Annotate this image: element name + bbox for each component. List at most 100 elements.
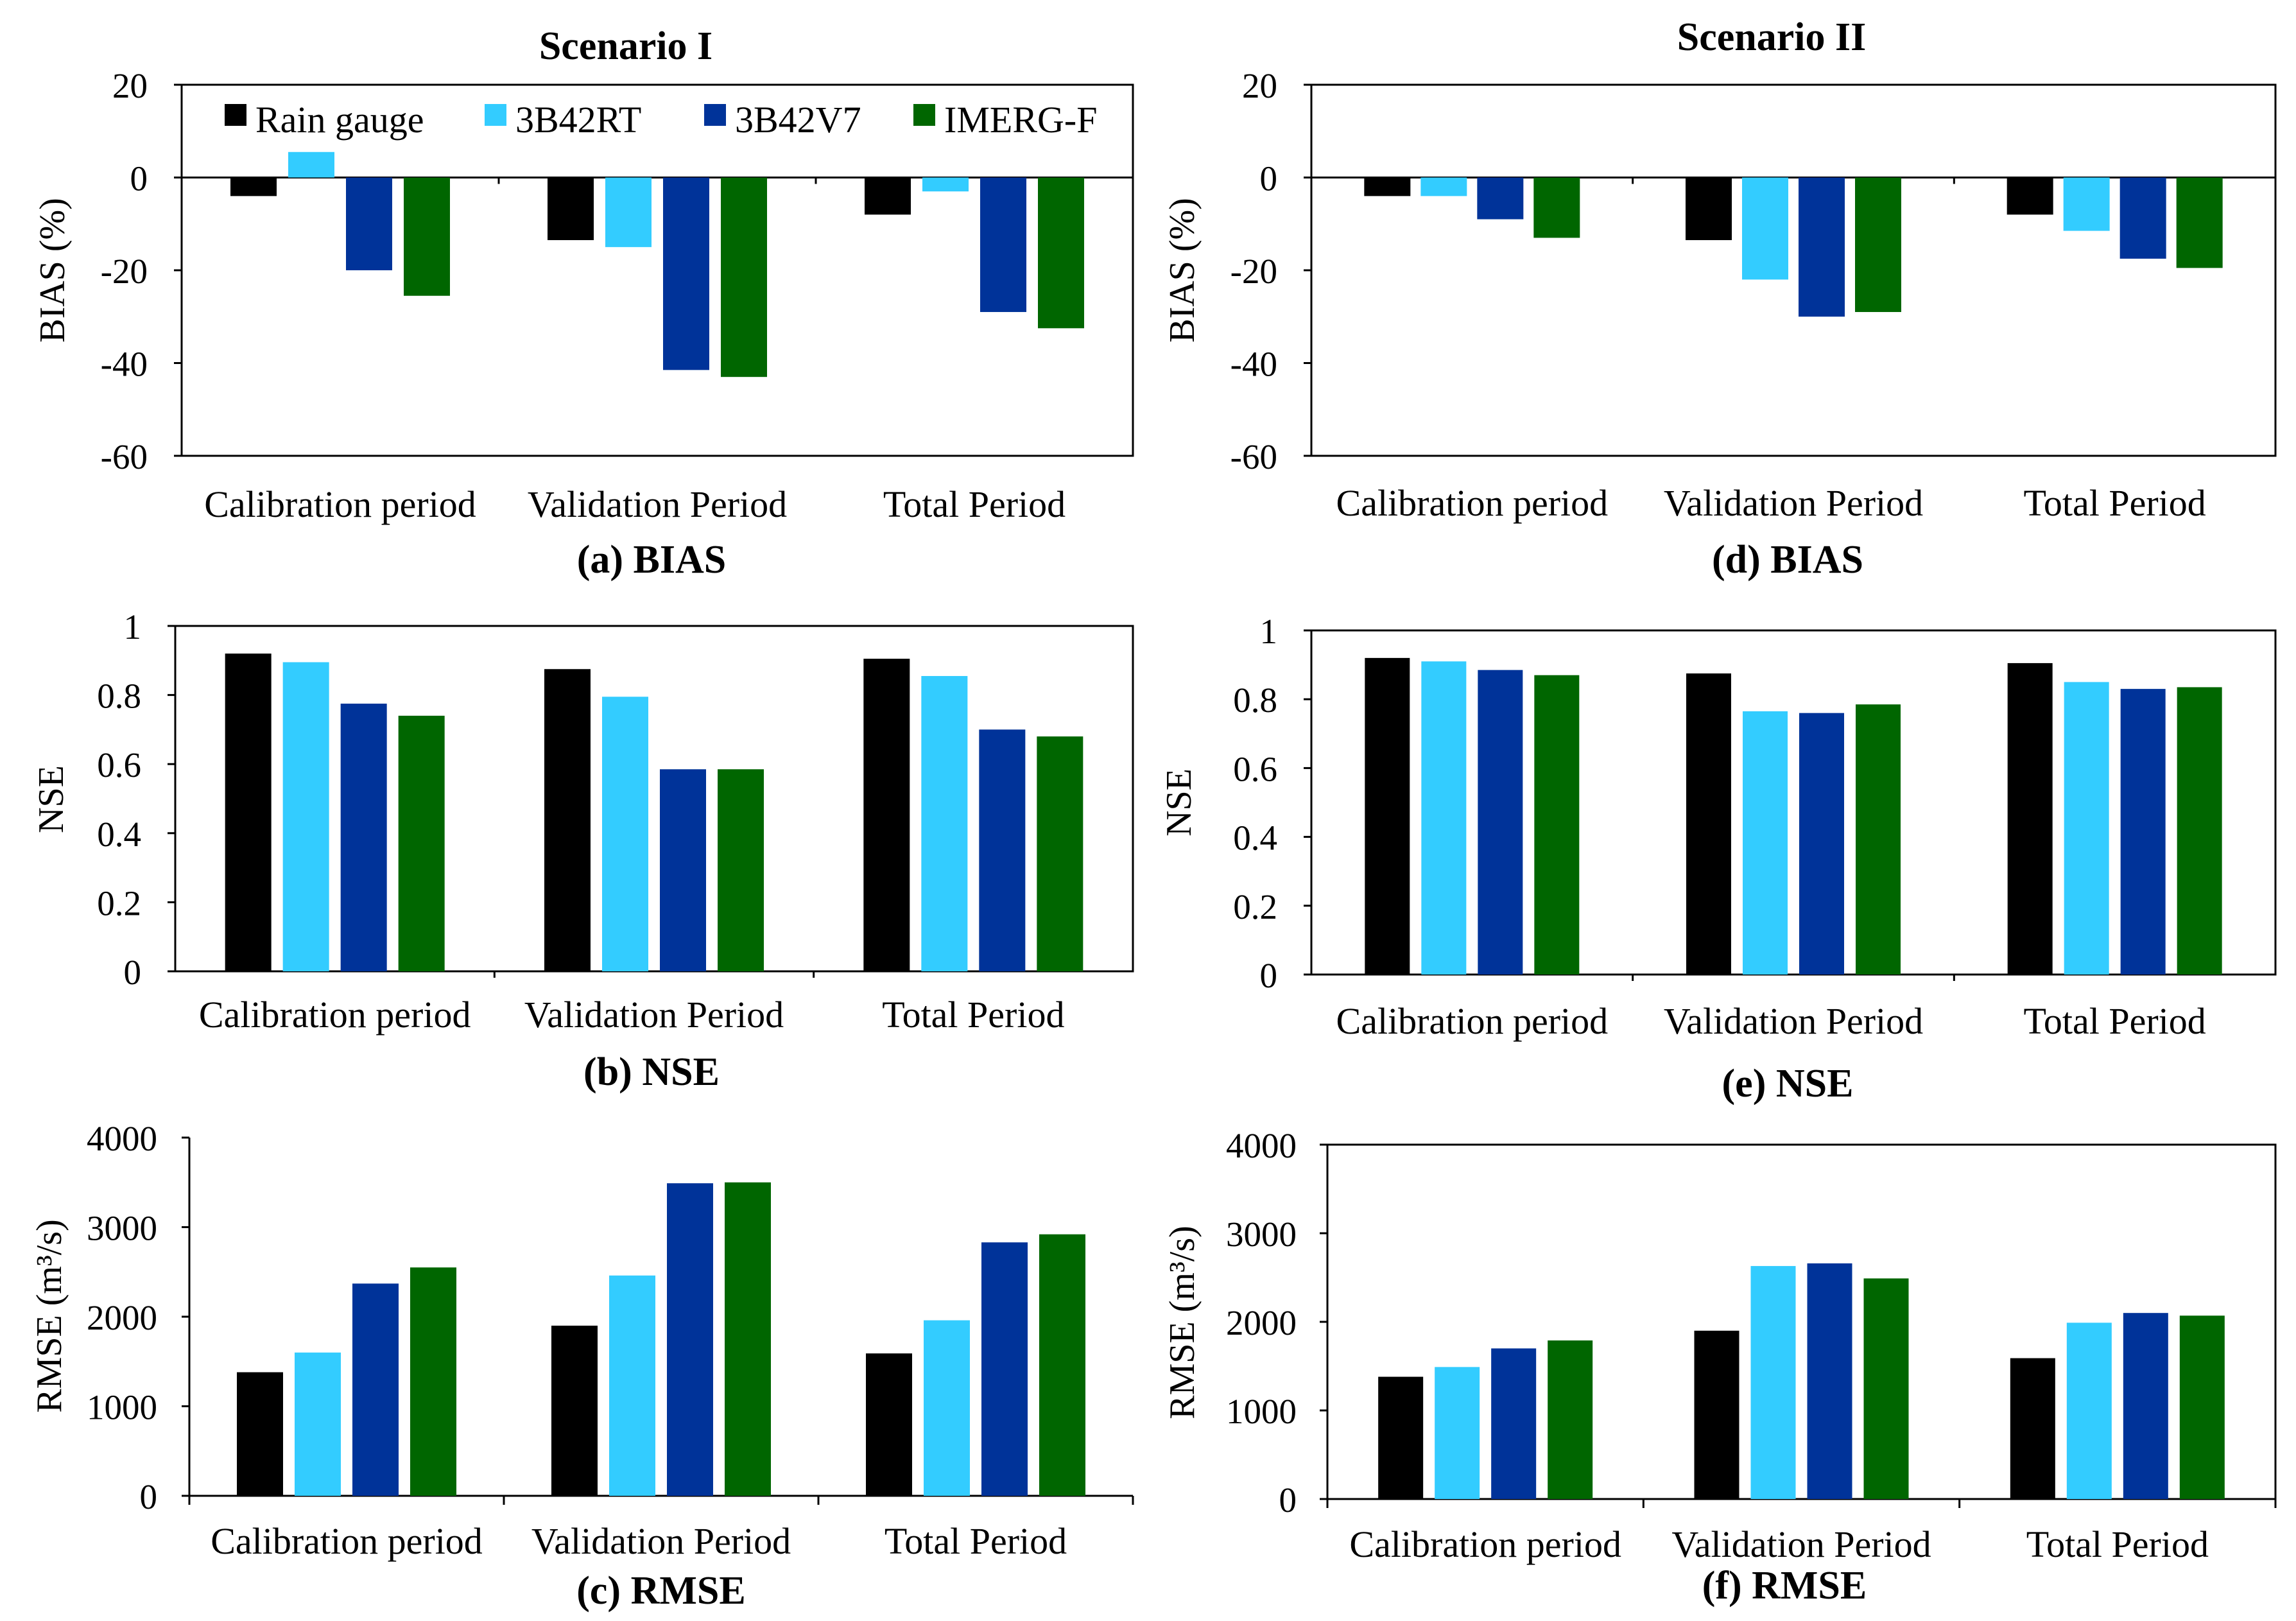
category-label: Validation Period xyxy=(1671,1523,1931,1565)
bar-imerg-f xyxy=(725,1182,771,1496)
legend-label: Rain gauge xyxy=(255,99,424,141)
y-tick-label: 0 xyxy=(124,953,142,992)
bar-imerg-f xyxy=(2176,177,2223,268)
bar-3b42v7 xyxy=(981,1242,1028,1496)
bar-rain-gauge xyxy=(225,654,272,971)
category-label: Total Period xyxy=(2024,1000,2206,1042)
legend: Rain gauge 3B42RT 3B42V7 IMERG-F xyxy=(225,99,1097,141)
bar-3b42v7 xyxy=(1491,1348,1537,1499)
bar-imerg-f xyxy=(1856,704,1901,975)
bar-3b42v7 xyxy=(667,1183,713,1496)
bar-3b42v7 xyxy=(2119,177,2166,259)
chart-c: 4000 3000 2000 1000 0 Calibration period Valid… xyxy=(30,1119,1134,1613)
category-label: Validation Period xyxy=(531,1520,791,1562)
category-label: Calibration period xyxy=(199,994,471,1036)
bar-imerg-f xyxy=(1855,177,1901,313)
y-tick-label: 0.8 xyxy=(1233,680,1277,720)
bar-3b42v7 xyxy=(1477,177,1524,220)
bar-3b42rt xyxy=(2064,682,2109,975)
bar-3b42v7 xyxy=(340,704,387,971)
bar-3b42rt xyxy=(282,662,329,971)
panel-caption: (c) RMSE xyxy=(576,1569,745,1613)
legend-label: 3B42V7 xyxy=(735,99,861,141)
bar-3b42rt xyxy=(288,152,334,178)
category-label: Calibration period xyxy=(204,483,476,525)
chart-b: 1 0.8 0.6 0.4 0.2 0 Calibration period Validati… xyxy=(31,607,1134,1094)
bar-3b42rt xyxy=(1743,711,1788,975)
y-tick-label: 0.4 xyxy=(97,815,141,854)
y-tick-label: 20 xyxy=(1242,66,1277,105)
bar-3b42rt xyxy=(602,697,648,971)
legend-label: 3B42RT xyxy=(515,99,641,141)
bar-3b42v7 xyxy=(1478,670,1523,975)
bar-rain-gauge xyxy=(1364,177,1411,196)
y-axis-title: NSE xyxy=(1159,768,1199,837)
bar-3b42v7 xyxy=(979,729,1026,971)
bar-rain-gauge xyxy=(551,1325,598,1496)
y-tick-label: 1000 xyxy=(1226,1392,1297,1431)
y-axis-title: BIAS (%) xyxy=(33,198,73,343)
bar-3b42v7 xyxy=(346,177,392,270)
y-tick-label: 0.2 xyxy=(1233,887,1277,926)
bar-imerg-f xyxy=(1038,177,1084,329)
y-tick-label: 4000 xyxy=(1226,1126,1297,1165)
bar-3b42rt xyxy=(2066,1322,2112,1499)
bar-rain-gauge xyxy=(1686,177,1732,241)
bar-imerg-f xyxy=(718,769,764,971)
bar-rain-gauge xyxy=(237,1372,283,1496)
bar-imerg-f xyxy=(404,177,450,296)
bar-3b42v7 xyxy=(2123,1313,2168,1499)
bar-imerg-f xyxy=(1863,1278,1909,1499)
y-tick-label: -60 xyxy=(1230,437,1277,476)
scenario-1-title: Scenario I xyxy=(539,24,712,68)
bar-rain-gauge xyxy=(2010,1358,2055,1499)
y-tick-label: 0.4 xyxy=(1233,819,1277,858)
category-label: Validation Period xyxy=(1664,1000,1923,1042)
y-axis-title: NSE xyxy=(31,765,71,833)
y-tick-label: 2000 xyxy=(87,1298,157,1337)
y-tick-label: 0 xyxy=(140,1477,158,1516)
bar-imerg-f xyxy=(1548,1340,1593,1499)
charts: 20 0 -20 -40 -60 Calibration period Validation… xyxy=(30,66,2277,1613)
plot-frame xyxy=(1310,83,2277,457)
bar-3b42v7 xyxy=(1799,177,1845,317)
bar-3b42rt xyxy=(605,177,652,247)
y-tick-label: 2000 xyxy=(1226,1303,1297,1342)
chart-d: 20 0 -20 -40 -60 Calibration period Validation… xyxy=(1162,66,2277,582)
y-tick-label: -20 xyxy=(101,252,148,291)
bar-imerg-f xyxy=(721,177,767,377)
panel-caption: (a) BIAS xyxy=(577,538,727,582)
y-tick-label: -60 xyxy=(101,437,148,476)
bar-rain-gauge xyxy=(1694,1330,1739,1499)
panel-caption: (b) NSE xyxy=(583,1050,720,1094)
category-label: Calibration period xyxy=(211,1520,483,1562)
y-tick-label: 0 xyxy=(1260,956,1278,995)
category-label: Calibration period xyxy=(1336,1000,1609,1042)
bar-rain-gauge xyxy=(230,177,277,196)
bar-imerg-f xyxy=(398,715,445,971)
legend-swatch xyxy=(225,104,246,126)
bar-3b42v7 xyxy=(1807,1263,1852,1499)
y-tick-label: -40 xyxy=(1230,345,1277,384)
y-tick-label: 0 xyxy=(130,159,148,198)
category-label: Total Period xyxy=(2024,482,2206,524)
bar-imerg-f xyxy=(1534,675,1580,975)
category-label: Calibration period xyxy=(1349,1523,1621,1565)
bar-3b42rt xyxy=(1742,177,1788,280)
bar-rain-gauge xyxy=(2007,663,2053,975)
y-tick-label: 0.6 xyxy=(1233,749,1277,788)
bar-imerg-f xyxy=(2179,1315,2225,1499)
category-label: Total Period xyxy=(885,1520,1067,1562)
chart-f: 4000 3000 2000 1000 0 Calibration period Valid… xyxy=(1162,1126,2277,1608)
bar-3b42v7 xyxy=(660,769,706,971)
bar-rain-gauge xyxy=(544,669,591,971)
bar-rain-gauge xyxy=(865,177,911,215)
bar-3b42v7 xyxy=(352,1283,399,1496)
bar-3b42rt xyxy=(1750,1266,1796,1499)
bar-rain-gauge xyxy=(2007,177,2053,215)
legend-swatch xyxy=(704,104,726,126)
bar-3b42rt xyxy=(1421,661,1467,975)
legend-swatch xyxy=(485,104,506,126)
bar-3b42rt xyxy=(922,177,969,192)
